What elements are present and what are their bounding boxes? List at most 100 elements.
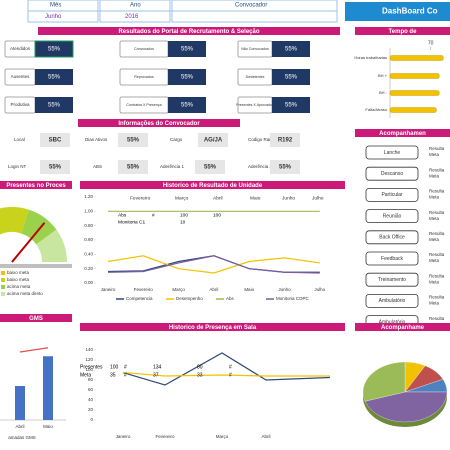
kpi-value: 55% bbox=[285, 75, 298, 81]
table-cell: Monitoria C1 bbox=[118, 219, 146, 225]
table-cell: 35 bbox=[110, 372, 116, 378]
x-tick-label: 70 bbox=[428, 40, 434, 46]
section-title: Historico de Resultado de Unidade bbox=[163, 183, 263, 189]
status-button[interactable] bbox=[365, 166, 419, 181]
status-button[interactable] bbox=[365, 209, 419, 224]
info-value: SBC bbox=[49, 138, 62, 144]
info-label: Dias Ativos bbox=[85, 137, 108, 142]
kpi-value: 55% bbox=[48, 75, 61, 81]
kpi-label: Produtiva bbox=[10, 102, 30, 107]
y-tick-label: 0.60 bbox=[84, 237, 93, 242]
table-cell: 10 bbox=[180, 219, 186, 225]
header-value: Junho bbox=[45, 14, 62, 20]
y-tick-label: Horas trabalhadas bbox=[354, 55, 387, 60]
x-tick-label: Janeiro bbox=[101, 287, 116, 292]
kpi-label: Desistentes bbox=[246, 75, 265, 79]
table-cell: # bbox=[229, 364, 232, 370]
status-button[interactable] bbox=[365, 251, 419, 266]
kpi-label: Convocados bbox=[134, 47, 154, 51]
bar bbox=[389, 55, 444, 61]
dashboard-title: DashBoard Co bbox=[382, 7, 438, 16]
kpi-label: Contratos X Presença bbox=[126, 103, 161, 107]
legend-label: baixo meta bbox=[7, 277, 30, 282]
table-header: Março bbox=[175, 195, 189, 201]
info-value: 55% bbox=[127, 138, 140, 144]
legend-label: Abs bbox=[226, 296, 235, 301]
info-value: 55% bbox=[127, 165, 140, 171]
y-tick-label: 0 bbox=[90, 417, 93, 422]
legend-swatch bbox=[1, 278, 5, 282]
section-bar bbox=[355, 27, 450, 35]
legend-label: acima meta direto bbox=[7, 291, 43, 296]
y-tick-label: BH - bbox=[379, 90, 388, 95]
kpi-value-box bbox=[34, 40, 74, 58]
kpi-value: 55% bbox=[181, 75, 194, 81]
status-button[interactable] bbox=[365, 230, 419, 245]
status-button[interactable] bbox=[365, 272, 419, 287]
gauge-band bbox=[0, 207, 29, 235]
x-tick-label: Maio bbox=[244, 287, 254, 292]
kpi-value: 55% bbox=[285, 103, 298, 109]
info-value-box bbox=[118, 160, 148, 174]
status-button[interactable] bbox=[365, 187, 419, 202]
kpi-label: Ausentes bbox=[11, 74, 31, 79]
button-label: Feedback bbox=[381, 256, 403, 262]
result-label: Resulta bbox=[429, 316, 445, 321]
y-tick-label: BH + bbox=[378, 73, 388, 78]
info-label: Cargo bbox=[170, 137, 183, 142]
meta-label: Meta bbox=[429, 152, 440, 157]
kpi-label: Presentes X Aprovados bbox=[236, 103, 274, 107]
line bbox=[107, 255, 320, 274]
meta-label: Meta bbox=[429, 258, 440, 263]
table-cell: # bbox=[152, 212, 155, 218]
table-header: Julho bbox=[312, 195, 324, 201]
info-label: Codigo Ranking bbox=[248, 137, 281, 142]
legend-swatch bbox=[1, 292, 5, 296]
section-title: Acompanhamen bbox=[379, 131, 426, 137]
line bbox=[107, 255, 320, 274]
kpi-label: Atendidos bbox=[10, 46, 31, 51]
table-cell: # bbox=[124, 372, 127, 378]
button-label: Ambulatório bbox=[379, 298, 406, 304]
x-tick-label: Fevereiro bbox=[134, 287, 154, 292]
line bbox=[122, 371, 330, 377]
info-value-box bbox=[40, 160, 70, 174]
y-tick-label: 80 bbox=[88, 377, 94, 382]
y-tick-label: 1.20 bbox=[84, 194, 93, 199]
legend-swatch bbox=[1, 271, 5, 275]
button-label: Particular bbox=[381, 192, 402, 198]
status-button[interactable] bbox=[365, 145, 419, 160]
section-bar bbox=[78, 119, 240, 127]
table-cell: # bbox=[229, 372, 232, 378]
kpi-value-box bbox=[35, 97, 73, 113]
section-title: GMS bbox=[29, 316, 43, 322]
section-title: Tempo de bbox=[389, 29, 418, 35]
info-label: Aderência 1 bbox=[160, 164, 185, 169]
x-tick-label: Abril bbox=[209, 287, 218, 292]
table-cell: 100 bbox=[213, 212, 221, 218]
section-title: Presentes no Proces bbox=[6, 183, 66, 189]
info-value: 55% bbox=[204, 165, 217, 171]
kpi-value-box bbox=[272, 41, 310, 57]
table-cell: Meta bbox=[80, 372, 91, 378]
section-title: Resultados do Portal de Recrutamento & S… bbox=[118, 29, 259, 35]
meta-label: Meta bbox=[429, 216, 440, 221]
header-label: Mês bbox=[50, 3, 61, 9]
kpi-value: 55% bbox=[285, 47, 298, 53]
y-tick-label: 60 bbox=[88, 387, 94, 392]
status-button[interactable] bbox=[365, 293, 419, 308]
y-tick-label: 0.40 bbox=[84, 252, 93, 257]
kpi-label: Não Convocados bbox=[241, 47, 269, 51]
x-tick-label: Julho bbox=[314, 287, 325, 292]
meta-label: Meta bbox=[429, 301, 440, 306]
table-cell: 37 bbox=[153, 372, 159, 378]
gauge-base bbox=[0, 264, 72, 268]
x-tick-label: Fevereiro bbox=[155, 434, 175, 439]
bar bbox=[43, 356, 53, 420]
result-label: Resulta bbox=[429, 146, 445, 151]
info-value: 55% bbox=[49, 165, 62, 171]
kpi-value-box bbox=[168, 97, 206, 113]
y-tick-label: 0.80 bbox=[84, 223, 93, 228]
y-tick-label: 40 bbox=[88, 397, 94, 402]
